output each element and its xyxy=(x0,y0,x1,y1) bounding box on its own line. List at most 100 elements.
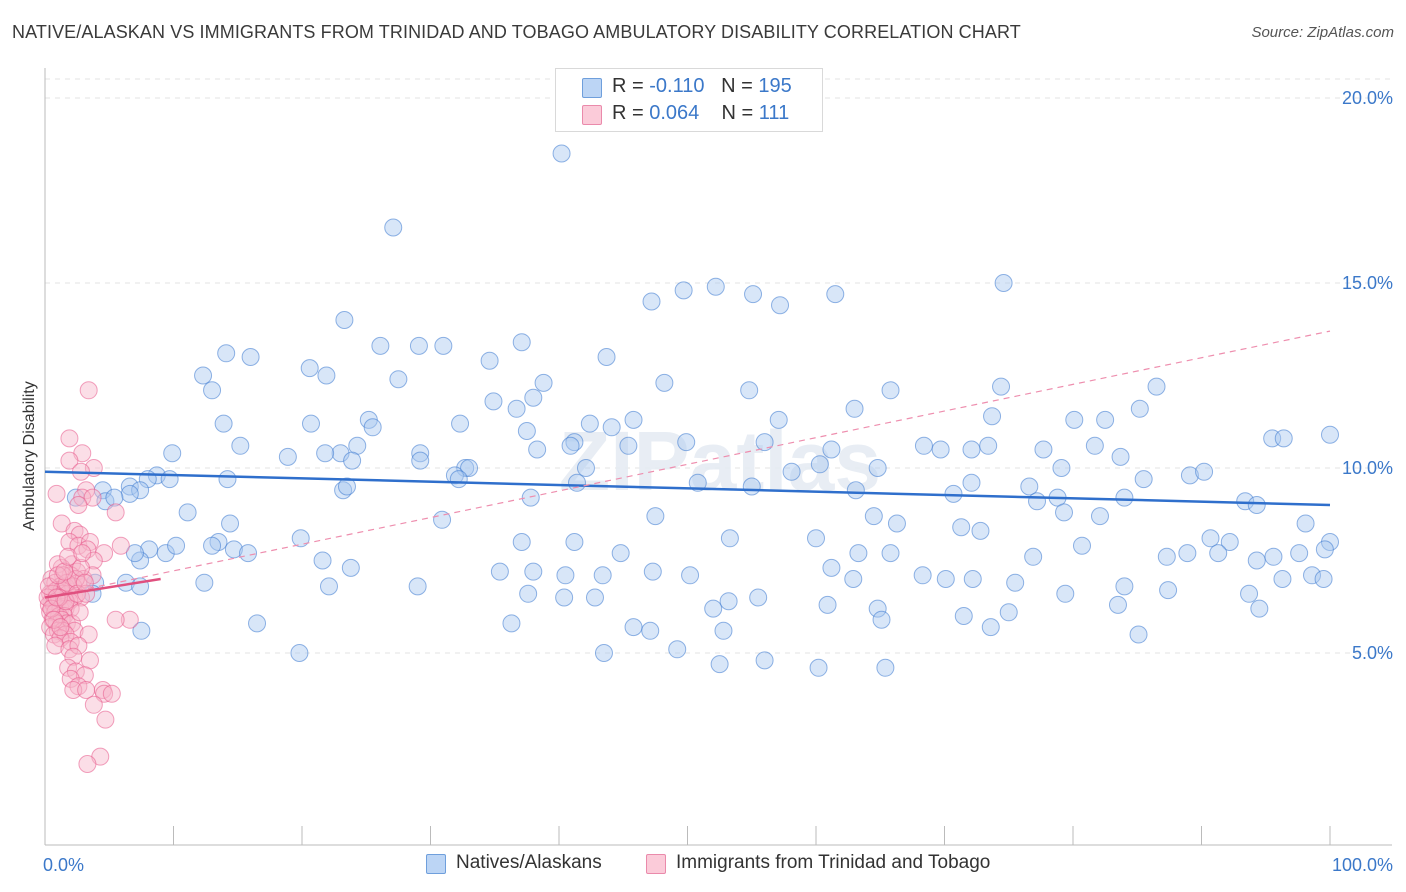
data-point xyxy=(451,414,470,433)
data-point xyxy=(512,533,531,551)
source-label: Source: ZipAtlas.com xyxy=(1251,24,1394,41)
data-point xyxy=(1240,584,1259,603)
data-point xyxy=(389,370,408,389)
data-point xyxy=(521,488,540,507)
data-point xyxy=(668,640,687,659)
data-point xyxy=(826,285,845,304)
data-point xyxy=(65,621,84,640)
series-natives-points xyxy=(66,144,1339,677)
legend-r-value: -0.110 xyxy=(649,75,705,97)
trend-line-trinidad xyxy=(44,577,161,599)
data-point xyxy=(749,588,768,607)
data-point xyxy=(552,144,571,163)
data-point xyxy=(71,558,90,577)
data-point xyxy=(341,558,360,577)
data-point xyxy=(408,577,427,596)
data-point xyxy=(167,536,186,555)
data-point xyxy=(61,669,80,688)
data-point xyxy=(994,274,1013,292)
data-point xyxy=(742,477,761,496)
data-point xyxy=(163,444,182,463)
data-point xyxy=(1273,570,1292,588)
data-point xyxy=(952,518,971,537)
data-point xyxy=(64,647,83,666)
data-point xyxy=(769,410,788,429)
data-point xyxy=(971,521,990,540)
data-point xyxy=(1115,488,1134,507)
data-point xyxy=(434,336,453,355)
data-point xyxy=(1147,377,1166,396)
data-point xyxy=(1264,547,1283,566)
data-point xyxy=(47,484,66,503)
data-point xyxy=(962,473,981,492)
data-point xyxy=(1201,529,1220,548)
y-tick-label: 20.0% xyxy=(1342,88,1393,108)
data-point xyxy=(278,447,297,466)
data-point xyxy=(602,418,621,437)
data-point xyxy=(317,366,336,385)
data-point xyxy=(335,311,354,329)
data-point xyxy=(642,292,661,311)
data-point xyxy=(1134,470,1153,489)
trend-line-natives xyxy=(44,470,1331,507)
data-point xyxy=(194,366,213,385)
data-point xyxy=(221,514,240,533)
series-trinidad-points xyxy=(38,381,139,773)
data-point xyxy=(528,440,547,459)
data-point xyxy=(64,681,83,699)
data-point xyxy=(846,481,865,500)
data-point xyxy=(291,529,310,548)
x-tick-label-max: 100.0% xyxy=(1332,855,1393,875)
data-point xyxy=(999,603,1018,622)
data-point xyxy=(217,344,236,363)
data-point xyxy=(1006,573,1025,592)
data-point xyxy=(611,544,630,563)
legend-row-trinidad: R = 0.064 N = 111 xyxy=(582,102,789,128)
legend-swatch-natives xyxy=(582,78,602,98)
data-point xyxy=(624,618,643,637)
data-point xyxy=(57,573,76,592)
data-point xyxy=(84,695,103,714)
data-point xyxy=(106,610,125,629)
data-point xyxy=(714,621,733,640)
data-point xyxy=(512,333,531,352)
data-point xyxy=(78,755,97,773)
data-point xyxy=(106,503,125,522)
data-point xyxy=(936,570,955,588)
data-point xyxy=(131,481,150,500)
data-point xyxy=(456,459,475,477)
data-point xyxy=(1108,595,1127,614)
correlation-legend: R = -0.110 N = 195 R = 0.064 N = 111 xyxy=(555,68,823,132)
data-point xyxy=(565,533,584,551)
data-point xyxy=(643,562,662,581)
data-point xyxy=(1055,503,1074,522)
data-point xyxy=(313,551,332,570)
data-point xyxy=(962,440,981,459)
data-point xyxy=(46,636,65,655)
data-point xyxy=(51,618,70,637)
data-point xyxy=(534,373,553,392)
data-point xyxy=(524,388,543,407)
data-point xyxy=(1028,492,1047,511)
data-point xyxy=(1034,440,1053,459)
data-point xyxy=(300,359,319,378)
data-point xyxy=(203,536,222,555)
data-point xyxy=(203,381,222,400)
data-point xyxy=(1157,547,1176,566)
data-point xyxy=(1129,625,1148,644)
data-point xyxy=(845,399,864,418)
data-point xyxy=(111,536,130,555)
data-point xyxy=(913,566,932,585)
data-point xyxy=(75,573,94,592)
data-point xyxy=(248,614,267,633)
data-point xyxy=(1052,459,1071,477)
data-point xyxy=(810,455,829,474)
data-point xyxy=(818,595,837,614)
data-point xyxy=(132,621,151,640)
data-point xyxy=(69,496,88,514)
data-point xyxy=(60,451,79,470)
data-point xyxy=(77,681,96,699)
data-point xyxy=(868,599,887,618)
data-point xyxy=(449,470,468,489)
